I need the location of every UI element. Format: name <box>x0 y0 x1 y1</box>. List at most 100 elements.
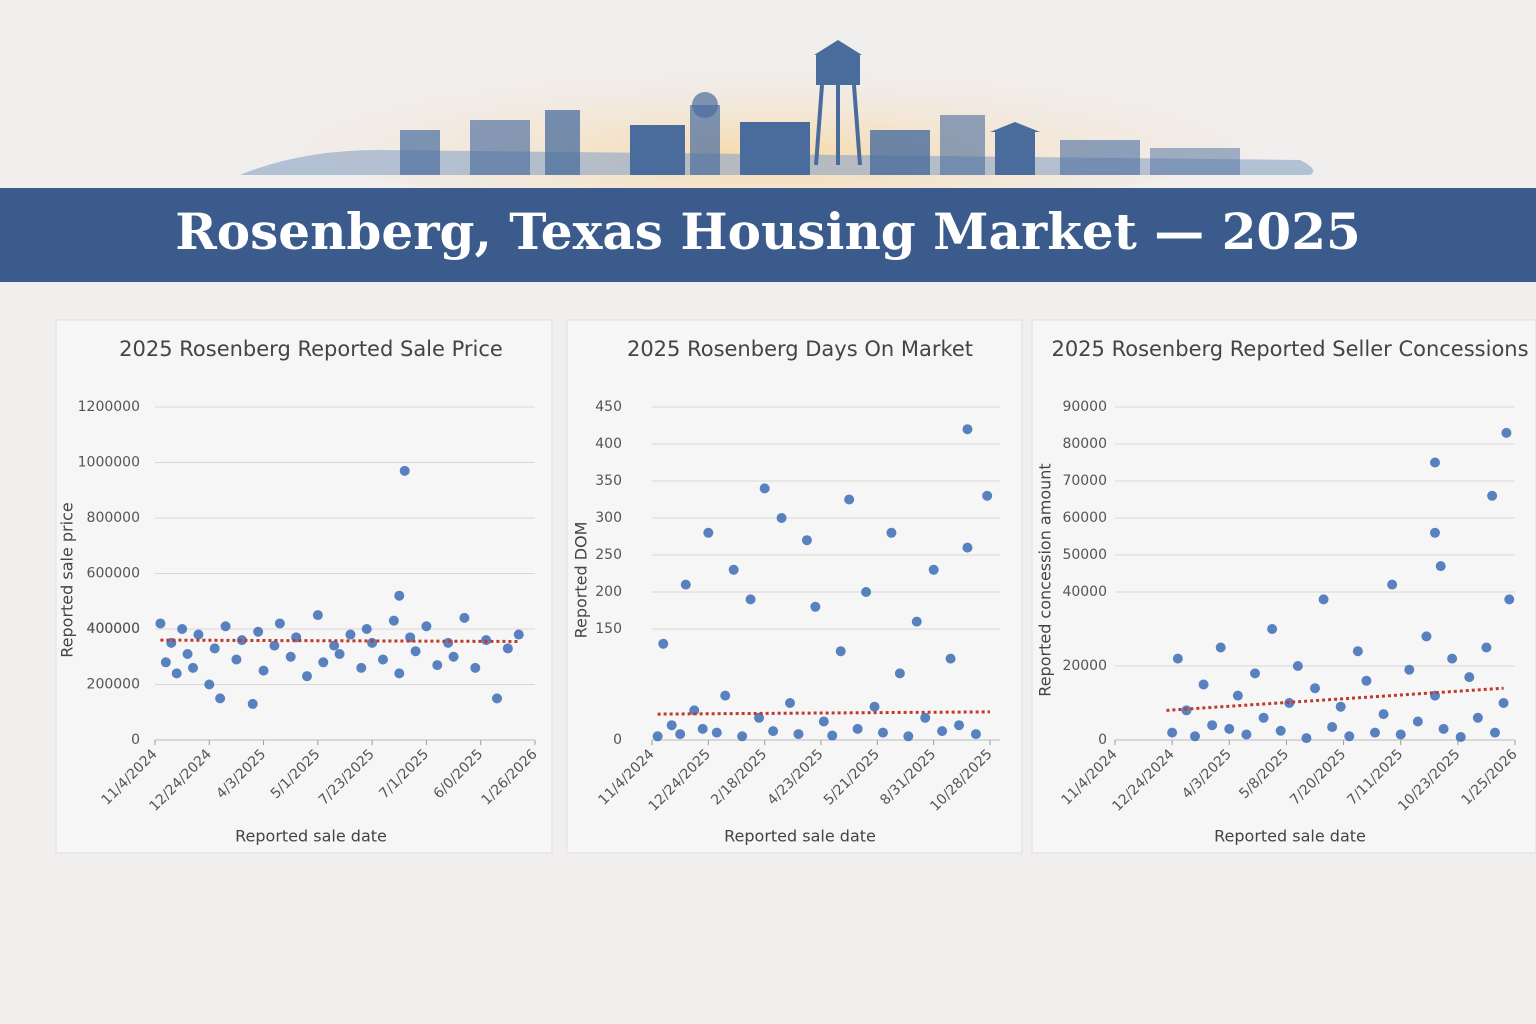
skyline <box>240 30 1314 210</box>
point <box>388 615 399 626</box>
point <box>1378 709 1389 720</box>
point <box>728 564 739 575</box>
trend-line <box>657 710 991 716</box>
page-title: Rosenberg, Texas Housing Market — 2025 <box>175 202 1361 261</box>
point <box>720 690 731 701</box>
point <box>1344 731 1355 742</box>
y-tick-label: 0 <box>613 732 622 748</box>
point <box>312 610 323 621</box>
y-tick-label: 60000 <box>1062 510 1107 526</box>
x-axis-title: Reported sale date <box>235 827 387 846</box>
point <box>920 712 931 723</box>
point <box>215 693 226 704</box>
point <box>1387 579 1398 590</box>
point <box>970 729 981 740</box>
y-tick-label: 90000 <box>1062 399 1107 415</box>
y-tick-label: 250 <box>595 547 622 563</box>
point <box>869 701 880 712</box>
point <box>367 637 378 648</box>
point <box>432 660 443 671</box>
point <box>345 629 356 640</box>
point <box>697 723 708 734</box>
point <box>810 601 821 612</box>
point <box>1455 732 1466 743</box>
point <box>361 624 372 634</box>
point <box>193 629 204 640</box>
point <box>302 671 312 682</box>
point <box>421 621 432 632</box>
point <box>1172 653 1183 664</box>
point <box>1335 701 1346 712</box>
point <box>666 720 677 731</box>
chart-title: 2025 Rosenberg Reported Sale Price <box>119 337 503 361</box>
point <box>1501 427 1512 438</box>
point <box>1241 729 1252 740</box>
point <box>285 651 296 662</box>
y-tick-label: 0 <box>131 732 140 748</box>
point <box>318 657 329 668</box>
x-axis-title: Reported sale date <box>1214 827 1366 846</box>
x-axis-title: Reported sale date <box>724 827 876 846</box>
point <box>1430 457 1440 468</box>
y-tick-label: 1000000 <box>78 455 140 471</box>
point <box>785 698 796 708</box>
point <box>1481 642 1492 653</box>
point <box>1267 624 1278 634</box>
point <box>1215 642 1226 653</box>
trend-line <box>1166 686 1504 712</box>
y-tick-label: 50000 <box>1062 547 1107 563</box>
y-tick-label: 150 <box>595 621 622 637</box>
point <box>1310 683 1320 694</box>
point <box>209 643 220 654</box>
y-tick-label: 400000 <box>87 621 140 637</box>
y-tick-label: 200 <box>595 584 622 600</box>
point <box>1207 720 1218 731</box>
point <box>231 654 242 665</box>
y-axis-title: Reported DOM <box>572 522 591 639</box>
point <box>689 705 700 716</box>
point <box>754 712 765 723</box>
point <box>1464 672 1475 683</box>
y-tick-label: 40000 <box>1062 584 1107 600</box>
point <box>1361 675 1372 686</box>
point <box>1395 729 1406 740</box>
point <box>1487 490 1498 501</box>
point <box>1352 646 1363 657</box>
point <box>448 651 459 662</box>
point <box>877 727 888 738</box>
point <box>329 640 340 651</box>
y-tick-label: 80000 <box>1062 436 1107 452</box>
point <box>1232 690 1243 701</box>
point <box>502 643 513 654</box>
point <box>801 535 812 546</box>
point <box>410 646 421 657</box>
point <box>1447 653 1458 664</box>
y-tick-label: 0 <box>1098 732 1107 748</box>
point <box>1258 712 1269 723</box>
point <box>269 640 280 651</box>
point <box>394 668 405 679</box>
point <box>818 716 829 727</box>
point <box>1421 631 1432 642</box>
point <box>177 624 188 634</box>
point <box>982 490 993 501</box>
point <box>334 648 345 659</box>
point <box>1472 712 1483 723</box>
point <box>1167 727 1178 738</box>
chart-title: 2025 Rosenberg Days On Market <box>627 337 973 361</box>
point <box>911 616 922 627</box>
point <box>182 648 193 659</box>
point <box>1190 731 1200 742</box>
point <box>652 731 663 742</box>
point <box>962 542 973 553</box>
point <box>1490 727 1500 738</box>
point <box>903 731 914 742</box>
point <box>443 637 454 648</box>
y-tick-label: 70000 <box>1062 473 1107 489</box>
point <box>1404 664 1415 675</box>
point <box>1430 527 1440 538</box>
point <box>776 513 787 523</box>
point <box>886 527 897 538</box>
point <box>711 727 722 738</box>
